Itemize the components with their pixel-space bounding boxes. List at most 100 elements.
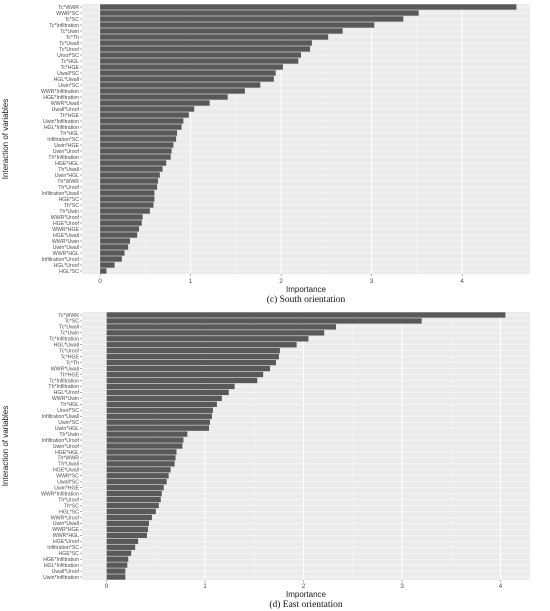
x-tick-label: 2 <box>279 278 283 285</box>
bar <box>106 461 175 467</box>
y-tick-label: Uwin*Uwall <box>53 521 79 527</box>
y-tick-label: HGL*Uroof <box>54 390 80 396</box>
y-tick-label: HGL*SC <box>59 269 79 275</box>
y-tick-label: Th*Uroof <box>58 185 79 191</box>
y-tick-label: Th*Infiltration <box>48 384 79 390</box>
bar <box>100 262 115 268</box>
y-tick-label: WWR*HGL <box>53 533 79 539</box>
y-tick-label: WWR*HGL <box>53 251 79 257</box>
x-tick-label: 4 <box>460 278 464 285</box>
y-tick-label: Th*SC <box>64 503 80 509</box>
y-tick-label: Th*HGL <box>60 131 79 137</box>
bar <box>106 544 136 550</box>
x-axis-title: Importance <box>286 590 327 599</box>
bar <box>100 124 182 130</box>
bar <box>106 395 222 402</box>
y-tick-label: Tc*Infiltration <box>49 23 79 29</box>
bar <box>100 250 125 256</box>
y-axis-title: Interaction of variables <box>1 99 10 180</box>
bar <box>100 232 138 238</box>
bar <box>100 238 130 244</box>
y-tick-label: Tc*Uroof <box>59 349 79 355</box>
y-tick-label: Th*Uwall <box>58 167 79 173</box>
y-tick-label: Tc*SC <box>65 17 80 23</box>
x-tick-label: 1 <box>189 278 193 285</box>
bar <box>106 550 132 556</box>
y-tick-label: HGL*Uroof <box>54 263 80 269</box>
y-tick-label: Tc*Uwin <box>60 331 79 337</box>
y-tick-label: HGE*SC <box>59 551 80 557</box>
bar <box>100 178 159 184</box>
y-tick-label: HGE*Infiltration <box>43 95 79 101</box>
x-tick-label: 0 <box>98 278 102 285</box>
bar <box>106 383 235 390</box>
bar <box>106 568 126 574</box>
y-tick-label: Th*HGE <box>60 372 80 378</box>
bar <box>100 64 283 70</box>
bar <box>100 34 329 40</box>
bar <box>100 190 155 196</box>
y-tick-label: HGL*Infiltration <box>44 125 79 131</box>
y-tick-label: Uwin*HGE <box>54 485 79 491</box>
x-tick-label: 2 <box>302 583 306 590</box>
y-tick-label: Uwin*Uwall <box>53 245 79 251</box>
bar <box>100 202 154 208</box>
bar <box>100 52 302 58</box>
bar <box>100 58 299 64</box>
y-tick-label: Th*HGE <box>60 113 80 119</box>
y-tick-label: HGL*Uwall <box>54 77 79 83</box>
bar <box>106 532 147 539</box>
chart-south: Tc*WWRWWR*SCTc*SCTc*InfiltrationTc*UwinT… <box>1 4 530 305</box>
bar <box>100 112 189 118</box>
bar <box>106 574 126 580</box>
bar <box>106 502 159 509</box>
bar <box>106 496 161 503</box>
bar <box>100 46 311 52</box>
bar <box>106 365 271 372</box>
bar <box>106 324 337 330</box>
bar <box>106 562 128 568</box>
bar <box>106 538 139 544</box>
y-tick-label: Uwall*SC <box>57 480 79 486</box>
y-tick-label: WWR*Uwall <box>51 101 79 107</box>
bar <box>106 413 212 419</box>
y-tick-label: Th*Uwin <box>59 432 79 438</box>
bar <box>100 70 276 76</box>
y-tick-label: HGL*Uwall <box>54 343 79 349</box>
bar <box>100 136 177 142</box>
y-tick-label: WWR*SC <box>56 11 79 17</box>
x-tick-label: 3 <box>400 583 404 590</box>
y-tick-label: Th*HGL <box>60 402 79 408</box>
y-tick-label: Uwin*HGL <box>55 426 79 432</box>
y-tick-label: Infiltration*Uwall <box>42 191 79 197</box>
bar <box>100 118 184 124</box>
y-tick-label: Tc*HGE <box>61 354 80 360</box>
y-tick-label: WWR*Uroof <box>51 515 80 521</box>
y-tick-label: Uwin*Uroof <box>53 149 80 155</box>
bar <box>106 312 506 318</box>
y-tick-label: HGE*Uroof <box>53 221 80 227</box>
bar <box>100 154 171 160</box>
bar <box>100 142 174 148</box>
y-tick-label: Uwall*Uroof <box>52 569 80 575</box>
bar <box>100 160 167 166</box>
y-tick-label: Tc*Uwall <box>59 325 79 331</box>
y-tick-label: Infiltration*Uroof <box>42 438 80 444</box>
y-tick-label: WWR*Uwin <box>52 396 79 402</box>
y-tick-label: Uwin*SC <box>58 83 79 89</box>
bar <box>100 214 143 220</box>
bar <box>106 467 171 473</box>
y-tick-label: Th*Uwin <box>59 209 79 215</box>
x-tick-label: 0 <box>105 583 109 590</box>
y-tick-label: HGL*Infiltration <box>44 563 79 569</box>
chart-east: Tc*WWRTc*SCTc*UwallTc*UwinTc*Infiltratio… <box>1 312 530 610</box>
y-tick-label: Infiltration*SC <box>47 137 79 143</box>
bar <box>106 330 325 336</box>
bar <box>106 348 280 354</box>
bar <box>100 172 160 178</box>
bar <box>106 556 129 562</box>
y-tick-label: Infiltration*SC <box>47 545 79 551</box>
y-tick-label: Uwin*Infiltration <box>43 575 79 581</box>
bar <box>106 318 422 324</box>
